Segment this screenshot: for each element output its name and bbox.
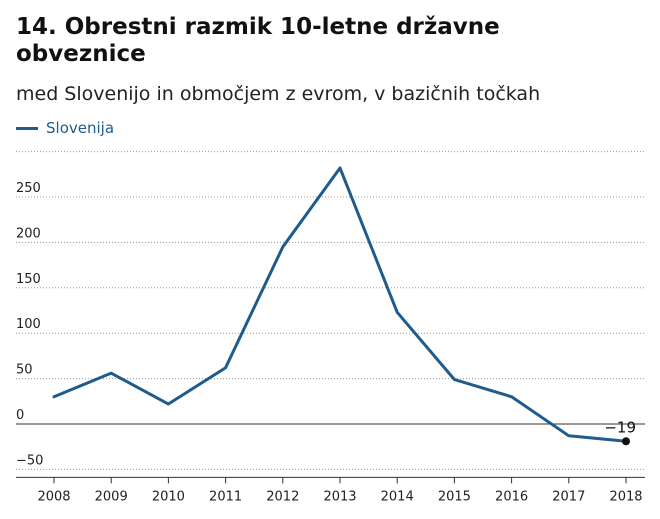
- x-tick-label: 2013: [323, 489, 356, 504]
- y-tick-label: −50: [16, 453, 43, 468]
- x-tick-label: 2015: [438, 489, 471, 504]
- x-tick-label: 2010: [152, 489, 185, 504]
- last-value-label: −19: [604, 418, 636, 436]
- x-tick-label: 2017: [552, 489, 585, 504]
- y-tick-label: 50: [16, 363, 33, 378]
- y-tick-label: 250: [16, 181, 41, 196]
- legend: Slovenija: [16, 119, 114, 137]
- series-line-slovenija: [52, 166, 628, 443]
- x-tick-label: 2018: [609, 489, 642, 504]
- y-tick-label: 200: [16, 226, 41, 241]
- chart-title: 14. Obrestni razmik 10-letne državne obv…: [16, 14, 500, 67]
- x-tick-label: 2014: [381, 489, 414, 504]
- y-tick-label: 150: [16, 272, 41, 287]
- x-tick-label: 2012: [266, 489, 299, 504]
- chart-subtitle: med Slovenijo in območjem z evrom, v baz…: [16, 83, 541, 105]
- legend-swatch-slovenija: [16, 126, 38, 130]
- x-tick-label: 2009: [95, 489, 128, 504]
- legend-label-slovenija: Slovenija: [46, 119, 115, 137]
- last-point-marker: [622, 437, 630, 446]
- x-tick-label: 2016: [495, 489, 528, 504]
- x-tick-label: 2008: [37, 489, 70, 504]
- y-tick-label: 0: [16, 408, 24, 423]
- x-tick-label: 2011: [209, 489, 242, 504]
- y-tick-label: 100: [16, 317, 41, 332]
